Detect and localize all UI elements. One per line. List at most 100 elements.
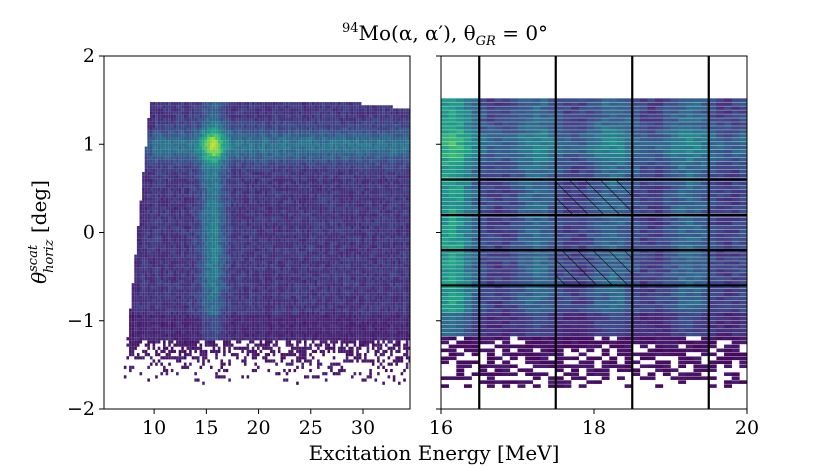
left-heatmap-cell [173, 108, 177, 112]
left-heatmap-cell [270, 248, 273, 252]
left-heatmap-cell [371, 159, 375, 163]
left-heatmap-cell [155, 102, 158, 106]
left-heatmap-cell [364, 156, 367, 160]
left-heatmap-cell [395, 140, 398, 144]
left-heatmap-cell [217, 114, 221, 118]
left-heatmap-cell [215, 124, 218, 128]
left-heatmap-cell [387, 200, 391, 204]
left-heatmap-cell [264, 178, 268, 182]
left-heatmap-cell [405, 200, 409, 204]
left-heatmap-cell [390, 229, 393, 233]
left-heatmap-cell [223, 168, 226, 172]
left-heatmap-cell [361, 254, 365, 258]
left-heatmap-cell [147, 251, 150, 255]
left-heatmap-cell [262, 146, 265, 150]
left-heatmap-cell [390, 222, 393, 226]
left-heatmap-cell [298, 171, 302, 176]
left-heatmap-cell [283, 203, 286, 207]
left-heatmap-cell [173, 238, 177, 242]
left-heatmap-cell [267, 181, 271, 185]
left-heatmap-cell [382, 137, 385, 141]
left-heatmap-cell [233, 127, 237, 131]
left-heatmap-cell [220, 232, 224, 236]
left-heatmap-cell [322, 238, 325, 242]
left-heatmap-cell [306, 194, 310, 198]
left-heatmap-cell [397, 114, 401, 118]
left-heatmap-cell [384, 117, 388, 122]
left-heatmap-cell [337, 210, 341, 214]
left-heatmap-cell [290, 219, 294, 223]
left-heatmap-cell [350, 203, 354, 207]
left-heatmap-cell [319, 105, 323, 109]
left-heatmap-cell [181, 114, 184, 118]
left-heatmap-cell [147, 197, 150, 201]
left-heatmap-cell [251, 162, 255, 166]
left-heatmap-cell [371, 121, 375, 125]
left-heatmap-cell [202, 121, 205, 125]
left-heatmap-cell [254, 117, 257, 122]
left-heatmap-cell [181, 178, 184, 182]
left-heatmap-cell [317, 184, 320, 188]
left-heatmap-cell [254, 248, 257, 252]
left-heatmap-cell [350, 206, 354, 211]
left-heatmap-cell [238, 251, 242, 255]
left-heatmap-cell [204, 114, 208, 118]
left-heatmap-cell [384, 133, 388, 138]
left-heatmap-cell [332, 146, 336, 150]
left-heatmap-cell [204, 159, 208, 163]
left-heatmap-cell [298, 111, 302, 115]
left-heatmap-cell [314, 149, 318, 153]
left-heatmap-cell [379, 222, 383, 226]
left-heatmap-cell [309, 168, 312, 172]
left-heatmap-cell [290, 216, 294, 220]
left-heatmap-cell [254, 102, 257, 106]
left-heatmap-cell [382, 146, 385, 150]
left-heatmap-cell [272, 175, 276, 179]
left-heatmap-cell [405, 159, 409, 163]
left-heatmap-cell [183, 197, 187, 201]
left-heatmap-cell [397, 162, 401, 166]
left-heatmap-cell [149, 248, 153, 252]
left-heatmap-cell [311, 213, 315, 217]
left-heatmap-cell [155, 146, 158, 150]
left-heatmap-cell [191, 146, 195, 150]
left-heatmap-cell [186, 175, 190, 179]
left-heatmap-cell [228, 203, 231, 207]
left-heatmap-cell [173, 102, 177, 106]
left-heatmap-cell [262, 111, 265, 115]
left-heatmap-cell [178, 232, 182, 236]
left-heatmap-cell [168, 194, 171, 198]
left-heatmap-cell [246, 162, 250, 166]
left-heatmap-cell [199, 137, 203, 141]
left-heatmap-cell [144, 178, 148, 182]
left-heatmap-cell [364, 171, 367, 176]
left-heatmap-cell [246, 191, 250, 195]
left-heatmap-cell [264, 146, 268, 150]
left-heatmap-cell [228, 197, 231, 201]
left-heatmap-cell [304, 197, 307, 201]
left-heatmap-cell [152, 251, 156, 255]
left-heatmap-cell [243, 248, 247, 252]
left-heatmap-cell [163, 181, 166, 185]
left-heatmap-cell [267, 213, 271, 217]
left-heatmap-cell [374, 133, 378, 138]
left-heatmap-cell [228, 184, 231, 188]
left-heatmap-cell [319, 114, 323, 118]
left-heatmap-cell [147, 238, 150, 242]
left-heatmap-cell [173, 181, 177, 185]
left-heatmap-cell [345, 216, 349, 220]
left-heatmap-cell [207, 191, 210, 195]
left-heatmap-cell [147, 235, 150, 239]
left-heatmap-cell [257, 175, 260, 179]
left-heatmap-cell [403, 124, 406, 128]
left-heatmap-cell [288, 235, 291, 239]
left-heatmap-cell [225, 213, 229, 217]
left-heatmap-cell [356, 210, 359, 214]
left-heatmap-cell [374, 219, 378, 223]
left-heatmap-cell [196, 159, 200, 163]
left-heatmap-cell [309, 108, 312, 112]
left-heatmap-cell [257, 156, 260, 160]
left-heatmap-cell [387, 162, 391, 166]
left-heatmap-cell [212, 124, 216, 128]
left-heatmap-cell [207, 181, 210, 185]
